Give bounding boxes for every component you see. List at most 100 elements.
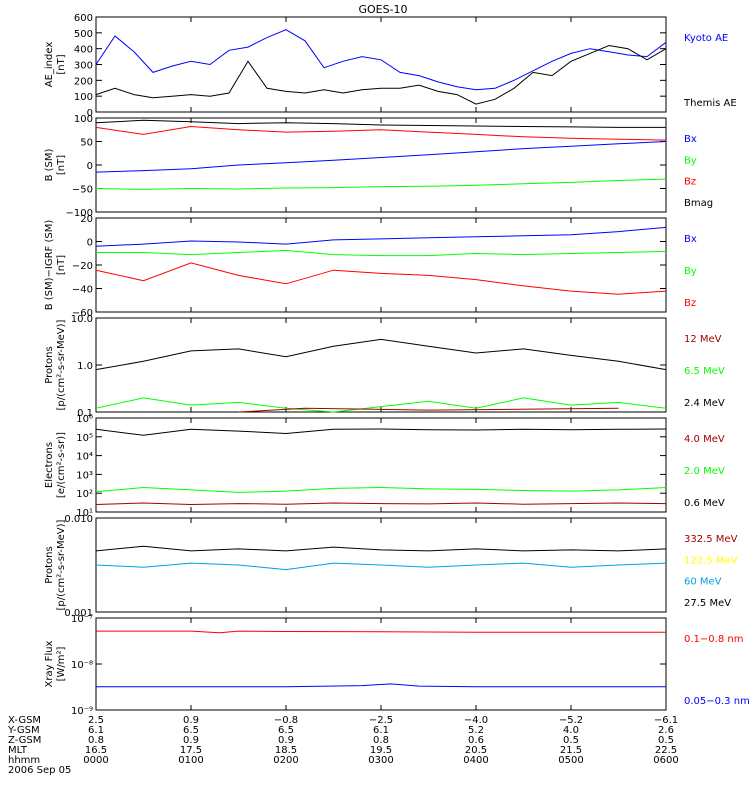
footer-value: 6.5 — [278, 725, 294, 736]
footer-value: 0500 — [558, 755, 583, 766]
panel-xray: 10⁻⁷ 10⁻⁸ 10⁻⁹ Xray Flux [W/m²] 0.1−0.8 nm 0.0… — [44, 614, 750, 717]
y-tick-label: −60 — [72, 308, 93, 319]
y-axis-label: Protons — [44, 546, 55, 583]
footer-value: 0100 — [178, 755, 203, 766]
y-tick-label: 100 — [74, 92, 93, 103]
panel-electrons: 10⁶ 10⁵ 10⁴ 10³ 10² 10¹ Electrons [e/(cm²-s-sr)… — [44, 414, 725, 519]
y-axis-label: [p/(cm²-s-sr-MeV)] — [56, 319, 67, 410]
legend-entry: 2.0 MeV — [684, 466, 725, 477]
footer-value: 0.9 — [183, 715, 199, 726]
footer-value: 6.1 — [88, 725, 104, 736]
legend-entry: 332.5 MeV — [684, 534, 738, 545]
footer-value: 0.5 — [658, 735, 674, 746]
y-tick-label: 10⁵ — [76, 433, 93, 444]
y-tick-label: 100 — [74, 114, 93, 125]
legend-entry: 12 MeV — [684, 334, 722, 345]
legend-entry: 2.4 MeV — [684, 398, 725, 409]
footer-value: 0.8 — [88, 735, 104, 746]
series-line-bz — [95, 262, 667, 295]
y-tick-label: 500 — [74, 29, 93, 40]
footer-row-label: X-GSM — [8, 715, 41, 726]
y-axis-label: [nT] — [56, 54, 67, 74]
legend-entry: 6.5 MeV — [684, 366, 725, 377]
footer-value: 0200 — [273, 755, 298, 766]
series-line-4-0-mev — [95, 502, 667, 506]
footer-value: 16.5 — [85, 745, 107, 756]
footer-value: 20.5 — [465, 745, 487, 756]
footer-value: 0600 — [653, 755, 678, 766]
series-line-themis-ae — [95, 44, 667, 105]
y-tick-label: 0.010 — [64, 514, 93, 525]
y-tick-label: 10⁶ — [76, 414, 93, 425]
y-axis-label: [nT] — [56, 155, 67, 175]
panel-protons_low: 10.0 1.0 0.1 Protons [p/(cm²-s-sr-MeV)] 12 Me… — [44, 314, 725, 419]
y-tick-label: 10³ — [76, 470, 93, 481]
y-tick-label: 20 — [80, 214, 93, 225]
y-tick-label: 400 — [74, 45, 93, 56]
legend-entry: Bmag — [684, 198, 713, 209]
legend-entry: 4.0 MeV — [684, 434, 725, 445]
y-axis-label: [W/m²] — [56, 646, 67, 681]
legend-entry: Bx — [684, 134, 697, 145]
y-tick-label: 1.0 — [77, 361, 93, 372]
footer-value: 2.6 — [658, 725, 674, 736]
panel-bsm: 100 50 0 −50 −100 B (SM) [nT] Bx By Bz Bmag — [44, 114, 713, 219]
panel-frame — [95, 16, 667, 113]
y-tick-label: 0 — [87, 161, 93, 172]
y-tick-label: −40 — [72, 285, 93, 296]
footer-value: 18.5 — [275, 745, 297, 756]
legend-entry: 0.6 MeV — [684, 498, 725, 509]
footer-value: 5.2 — [468, 725, 484, 736]
y-tick-label: 600 — [74, 13, 93, 24]
series-line-60-mev — [95, 562, 667, 571]
panel-frame — [95, 417, 667, 513]
y-axis-label: B (SM) — [44, 148, 55, 181]
footer-value: 4.0 — [563, 725, 579, 736]
y-axis-label: [nT] — [56, 255, 67, 275]
legend-entry: 60 MeV — [684, 577, 722, 588]
footer-row-label: MLT — [8, 745, 28, 756]
date-label: 2006 Sep 05 — [8, 765, 71, 776]
footer-value: 0400 — [463, 755, 488, 766]
footer-value: −2.5 — [369, 715, 393, 726]
y-tick-label: −50 — [72, 185, 93, 196]
legend-entry: Bz — [684, 177, 696, 188]
y-tick-label: 50 — [80, 138, 93, 149]
panel-frame — [95, 317, 667, 413]
footer-row-label: Y-GSM — [7, 725, 40, 736]
y-tick-label: 300 — [74, 61, 93, 72]
chart-title: GOES-10 — [358, 3, 407, 16]
y-axis-label: Electrons — [44, 442, 55, 488]
series-line-2-0-mev — [95, 486, 667, 493]
legend-entry: 0.05−0.3 nm — [684, 696, 750, 707]
series-line-by — [96, 249, 667, 257]
y-tick-label: 0 — [87, 108, 93, 119]
footer-value: 0300 — [368, 755, 393, 766]
y-tick-label: 0 — [87, 238, 93, 249]
y-tick-label: 0.001 — [64, 608, 93, 619]
y-tick-label: 10.0 — [71, 314, 93, 325]
y-tick-label: 0.1 — [77, 408, 93, 419]
y-axis-label: B (SM)−IGRF (SM) — [44, 220, 55, 311]
panel-bsmigrf: 20 0 −20 −40 −60 B (SM)−IGRF (SM) [nT] Bx By Bz — [44, 214, 697, 319]
footer-table: X-GSM 2.5 0.9 −0.8 −2.5 −4.0 −5.2 −6.1 Y-GSM 6.1 6… — [7, 715, 679, 766]
footer-value: 2.5 — [88, 715, 104, 726]
footer-value: 6.5 — [183, 725, 199, 736]
footer-value: 0.6 — [468, 735, 484, 746]
footer-value: 0000 — [83, 755, 108, 766]
y-axis-label: Xray Flux — [44, 640, 55, 687]
footer-value: −0.8 — [274, 715, 298, 726]
legend-entry: 0.1−0.8 nm — [684, 634, 743, 645]
footer-value: 21.5 — [560, 745, 582, 756]
series-line-0-6-mev — [95, 428, 667, 436]
series-line-bx — [95, 226, 667, 247]
footer-value: 0.5 — [563, 735, 579, 746]
y-tick-label: 10² — [76, 489, 93, 500]
footer-value: −5.2 — [559, 715, 583, 726]
y-tick-label: 10⁻⁹ — [71, 706, 93, 717]
legend-entry: Themis AE — [683, 98, 737, 109]
series-line-12-mev — [238, 407, 619, 413]
y-axis-label: AE_index — [44, 42, 55, 88]
